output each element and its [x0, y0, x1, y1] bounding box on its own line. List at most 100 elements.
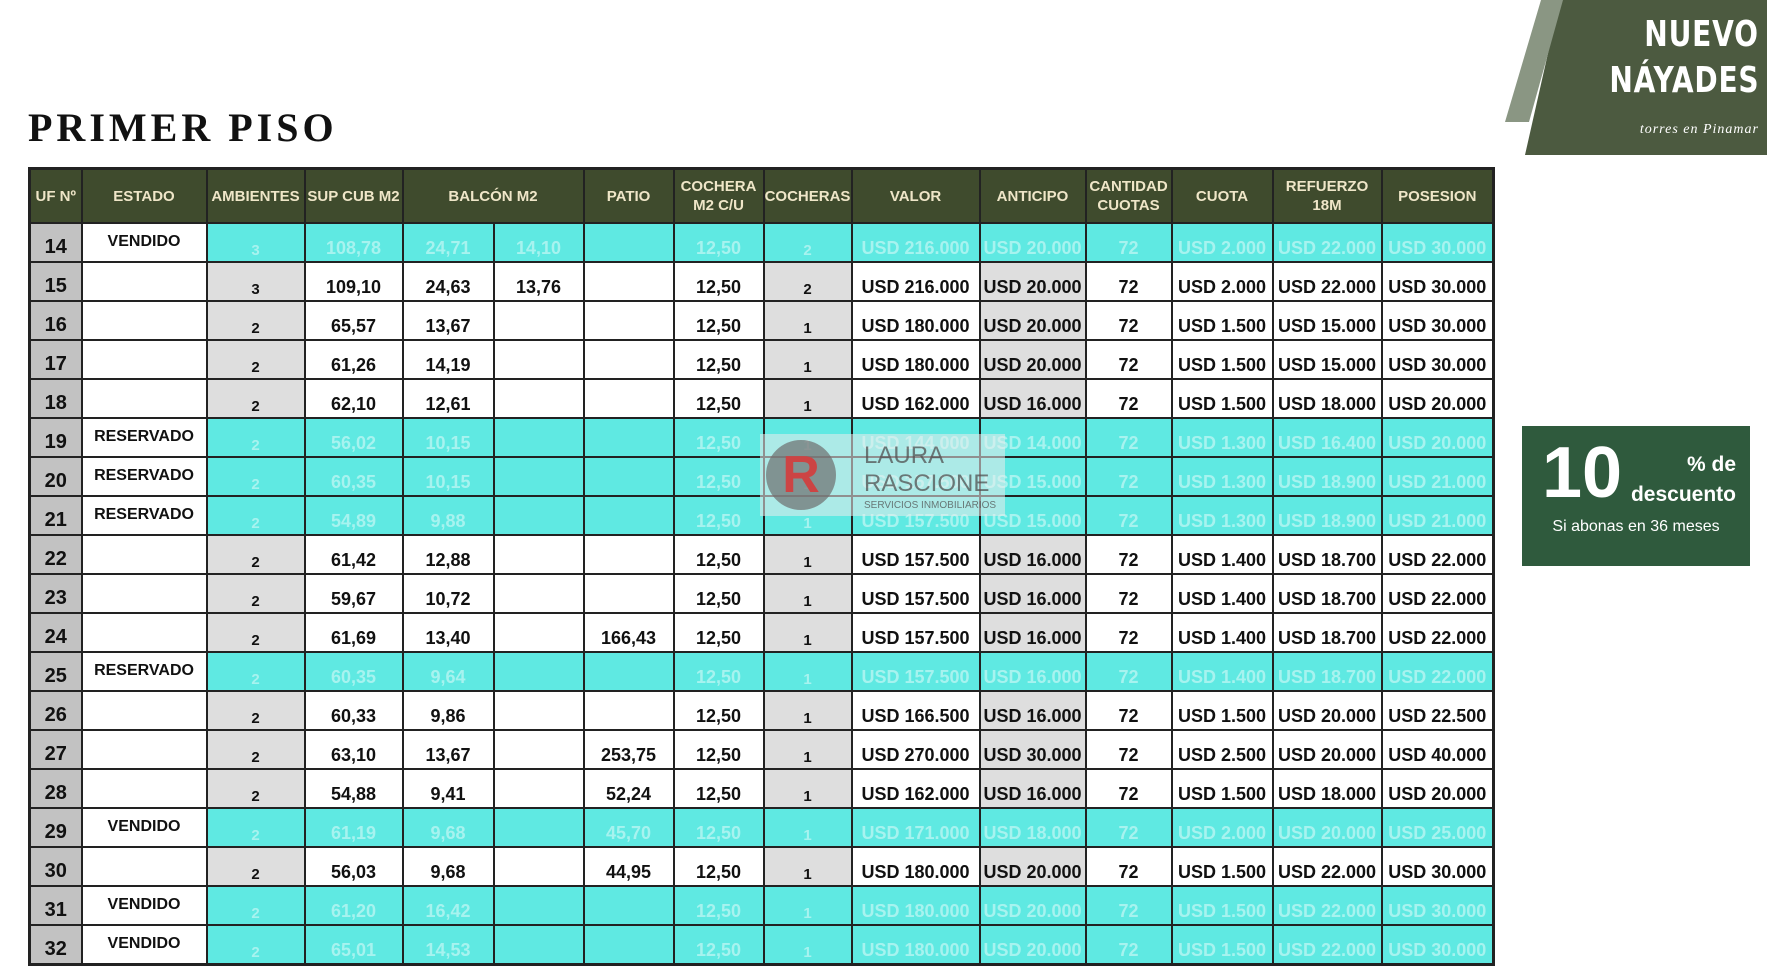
table-cell: USD 1.400 — [1170, 573, 1274, 614]
table-cell: 13,67 — [401, 729, 495, 770]
table-cell: 45,70 — [582, 807, 675, 848]
table-cell: 54,89 — [303, 495, 404, 536]
table-cell: 60,35 — [303, 651, 404, 692]
table-cell: 24,63 — [401, 261, 495, 302]
table-cell: RESERVADO — [80, 417, 208, 458]
watermark-text: RASCIONE — [864, 470, 990, 497]
table-cell: RESERVADO — [80, 495, 208, 536]
table-cell: 72 — [1084, 924, 1173, 966]
table-cell: 12,50 — [672, 846, 765, 887]
watermark-logo: R — [766, 440, 836, 510]
table-cell: USD 1.500 — [1170, 339, 1274, 380]
table-cell: USD 18.700 — [1271, 612, 1383, 653]
table-cell: 2 — [205, 807, 306, 848]
table-cell: USD 21.000 — [1380, 495, 1495, 536]
table-cell: 12,50 — [672, 534, 765, 575]
table-row: 22 2 61,42 12,88 12,50 1 USD 157.500 USD 16.000… — [28, 534, 1495, 575]
table-cell: 12,61 — [401, 378, 495, 419]
table-cell: 12,88 — [401, 534, 495, 575]
table-cell: 72 — [1084, 339, 1173, 380]
table-row: 24 2 61,69 13,40 166,43 12,50 1 USD 157.500 USD … — [28, 612, 1495, 653]
table-cell: USD 2.000 — [1170, 222, 1274, 263]
table-cell: 10,15 — [401, 456, 495, 497]
logo-tagline: torres en Pinamar — [1639, 122, 1759, 137]
table-cell: 13,76 — [492, 261, 585, 302]
table-cell: USD 20.000 — [1380, 378, 1495, 419]
table-cell: USD 1.400 — [1170, 612, 1274, 653]
table-cell: 30 — [28, 846, 83, 887]
table-cell: VENDIDO — [80, 885, 208, 926]
table-cell — [582, 417, 675, 458]
table-cell: 1 — [762, 807, 853, 848]
table-cell: 2 — [205, 339, 306, 380]
table-cell: USD 1.500 — [1170, 690, 1274, 731]
table-cell: 108,78 — [303, 222, 404, 263]
table-cell: 72 — [1084, 573, 1173, 614]
table-cell — [492, 729, 585, 770]
table-row: 16 2 65,57 13,67 12,50 1 USD 180.000 USD 20.000… — [28, 300, 1495, 341]
table-cell: VENDIDO — [80, 807, 208, 848]
table-cell: USD 180.000 — [850, 846, 981, 887]
table-cell: USD 216.000 — [850, 222, 981, 263]
table-cell — [582, 690, 675, 731]
table-cell: USD 20.000 — [1271, 690, 1383, 731]
table-cell: USD 22.500 — [1380, 690, 1495, 731]
column-header: COCHERA M2 C/U — [672, 167, 765, 224]
table-cell: USD 22.000 — [1271, 924, 1383, 966]
table-cell — [582, 261, 675, 302]
table-cell: USD 1.500 — [1170, 924, 1274, 966]
table-cell: 9,88 — [401, 495, 495, 536]
table-cell: 1 — [762, 768, 853, 809]
column-header: BALCÓN M2 — [401, 167, 585, 224]
table-cell: 61,42 — [303, 534, 404, 575]
table-cell: USD 2.500 — [1170, 729, 1274, 770]
table-cell: 2 — [205, 768, 306, 809]
table-cell: 12,50 — [672, 651, 765, 692]
table-cell — [492, 807, 585, 848]
table-cell: USD 30.000 — [1380, 846, 1495, 887]
column-header: CUOTA — [1170, 167, 1274, 224]
table-cell: 2 — [205, 690, 306, 731]
table-cell: 2 — [205, 846, 306, 887]
table-cell: 2 — [205, 417, 306, 458]
table-cell: USD 22.000 — [1380, 573, 1495, 614]
table-cell — [582, 378, 675, 419]
table-cell — [80, 768, 208, 809]
table-cell: USD 1.500 — [1170, 846, 1274, 887]
table-cell: 1 — [762, 924, 853, 966]
table-cell: USD 22.000 — [1271, 222, 1383, 263]
table-cell: USD 20.000 — [978, 846, 1087, 887]
table-cell: USD 18.900 — [1271, 495, 1383, 536]
table-cell: USD 270.000 — [850, 729, 981, 770]
table-cell: 2 — [205, 534, 306, 575]
table-cell: 2 — [205, 456, 306, 497]
table-cell: 24 — [28, 612, 83, 653]
table-cell — [492, 573, 585, 614]
table-cell: USD 20.000 — [978, 885, 1087, 926]
table-cell: USD 20.000 — [1380, 768, 1495, 809]
table-cell: 14,10 — [492, 222, 585, 263]
table-cell: 72 — [1084, 417, 1173, 458]
table-row: 26 2 60,33 9,86 12,50 1 USD 166.500 USD 16.000 7… — [28, 690, 1495, 731]
table-cell — [582, 222, 675, 263]
table-cell: 25 — [28, 651, 83, 692]
table-cell — [492, 768, 585, 809]
column-header: COCHERAS — [762, 167, 853, 224]
table-cell: 1 — [762, 651, 853, 692]
table-cell — [582, 924, 675, 966]
table-cell — [492, 924, 585, 966]
table-cell — [582, 300, 675, 341]
table-cell — [80, 378, 208, 419]
table-cell: 12,50 — [672, 300, 765, 341]
table-cell: 72 — [1084, 846, 1173, 887]
table-cell: USD 20.000 — [1271, 807, 1383, 848]
table-cell: 20 — [28, 456, 83, 497]
table-cell: 9,86 — [401, 690, 495, 731]
table-cell: 18 — [28, 378, 83, 419]
promo-number: 10 — [1542, 433, 1623, 513]
table-cell: 16 — [28, 300, 83, 341]
table-cell — [492, 612, 585, 653]
table-cell: USD 25.000 — [1380, 807, 1495, 848]
table-row: 14 VENDIDO 3 108,78 24,71 14,10 12,50 2 USD 216.… — [28, 222, 1495, 263]
